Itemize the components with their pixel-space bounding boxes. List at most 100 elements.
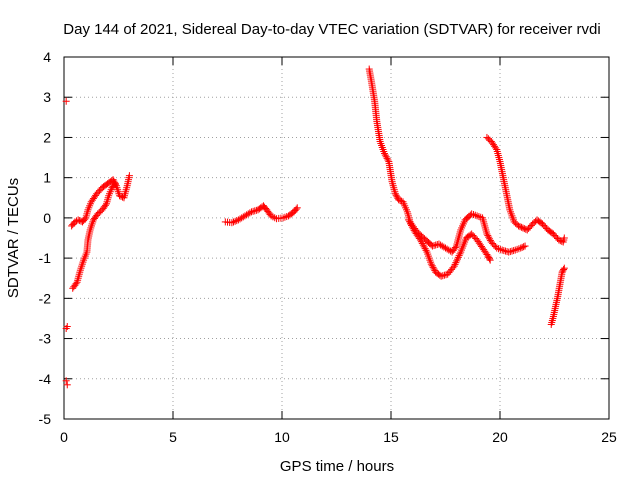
data-point-trace xyxy=(483,250,491,258)
data-point-trace xyxy=(486,235,494,243)
data-point-trace xyxy=(384,156,392,164)
data-point-trace xyxy=(516,223,524,231)
data-point-trace xyxy=(556,237,564,245)
y-tick-label: 4 xyxy=(43,49,51,65)
data-point-trace xyxy=(490,241,498,249)
data-point-trace xyxy=(84,238,92,246)
data-point-trace xyxy=(281,213,289,221)
data-point-trace xyxy=(433,241,441,249)
data-point-trace xyxy=(520,243,528,251)
data-point-trace xyxy=(453,257,461,265)
data-point-trace xyxy=(89,218,97,226)
plot-frame xyxy=(63,56,610,420)
data-point xyxy=(74,216,82,224)
data-point-trace xyxy=(367,75,375,83)
data-point-trace xyxy=(252,206,260,214)
data-point-trace xyxy=(110,177,118,185)
data-point-trace xyxy=(104,194,112,202)
data-point-trace xyxy=(559,267,567,275)
data-point-trace xyxy=(484,135,492,143)
data-point-trace xyxy=(91,193,99,201)
data-point-trace xyxy=(92,213,100,221)
data-point-trace xyxy=(383,154,391,162)
data-point-trace xyxy=(502,188,510,196)
y-tick-label: 1 xyxy=(43,170,51,186)
data-point-trace xyxy=(429,263,437,271)
data-point-trace xyxy=(492,144,500,152)
data-point-trace xyxy=(445,246,453,254)
data-point-trace xyxy=(71,281,79,289)
data-point-trace xyxy=(485,253,493,261)
data-point-trace xyxy=(501,247,509,255)
data-point-trace xyxy=(82,250,90,258)
data-point-trace xyxy=(453,255,461,263)
data-point-trace xyxy=(512,219,520,227)
data-point-trace xyxy=(123,184,131,192)
data-point xyxy=(63,381,71,389)
data-point-trace xyxy=(448,265,456,273)
data-point-trace xyxy=(380,148,388,156)
data-point-trace xyxy=(101,182,109,190)
data-point-trace xyxy=(434,270,442,278)
data-point-trace xyxy=(419,233,427,241)
data-point-trace xyxy=(430,265,438,273)
data-point-trace xyxy=(465,232,473,240)
data-point-trace xyxy=(396,196,404,204)
data-point-trace xyxy=(438,242,446,250)
data-point-trace xyxy=(69,221,77,229)
data-point-trace xyxy=(482,228,490,236)
data-point-trace xyxy=(549,314,557,322)
data-point xyxy=(395,196,403,204)
data-point-trace xyxy=(470,233,478,241)
data-point-trace xyxy=(536,218,544,226)
data-point-trace xyxy=(427,258,435,266)
data-point-trace xyxy=(430,242,438,250)
chart-title: Day 144 of 2021, Sidereal Day-to-day VTE… xyxy=(63,21,600,38)
data-point-trace xyxy=(257,204,265,212)
data-point-trace xyxy=(505,204,513,212)
data-point-trace xyxy=(391,188,399,196)
data-point-trace xyxy=(76,268,84,276)
data-point-trace xyxy=(560,236,568,244)
data-point xyxy=(511,246,519,254)
data-point-trace xyxy=(244,210,252,218)
data-point-trace xyxy=(251,207,259,215)
data-point-trace xyxy=(246,209,254,217)
data-point xyxy=(505,248,513,256)
data-point-trace xyxy=(541,223,549,231)
axis-ticks xyxy=(63,56,610,420)
data-point xyxy=(521,242,529,250)
y-tick-label: -2 xyxy=(39,290,52,306)
data-point-trace xyxy=(451,244,459,252)
x-tick-label: 0 xyxy=(60,429,68,445)
y-tick-label: -5 xyxy=(39,411,52,427)
data-point xyxy=(473,212,481,220)
data-point-trace xyxy=(484,232,492,240)
data-point-trace xyxy=(491,142,499,150)
x-tick-label: 15 xyxy=(383,429,399,445)
data-point-trace xyxy=(517,223,525,231)
data-points xyxy=(62,65,568,389)
data-point-trace xyxy=(452,259,460,267)
data-point-trace xyxy=(495,245,503,253)
data-point-trace xyxy=(238,214,246,222)
y-tick-label: -3 xyxy=(39,331,52,347)
data-point-trace xyxy=(553,294,561,302)
data-point xyxy=(62,325,70,332)
data-point-trace xyxy=(552,233,560,241)
data-point-trace xyxy=(482,249,490,257)
y-tick-label: -1 xyxy=(39,250,52,266)
data-point-trace xyxy=(249,207,257,215)
data-point-trace xyxy=(261,203,269,211)
data-point-trace xyxy=(558,270,566,278)
data-point-trace xyxy=(283,213,291,221)
data-point-trace xyxy=(530,219,538,227)
x-tick-label: 10 xyxy=(274,429,290,445)
data-point-trace xyxy=(475,213,483,221)
x-tick-label: 5 xyxy=(169,429,177,445)
y-axis-label: SDTVAR / TECUs xyxy=(5,178,22,298)
data-point-trace xyxy=(513,245,521,253)
data-point-trace xyxy=(451,260,459,268)
data-point-trace xyxy=(72,280,80,288)
data-point-trace xyxy=(95,209,103,217)
